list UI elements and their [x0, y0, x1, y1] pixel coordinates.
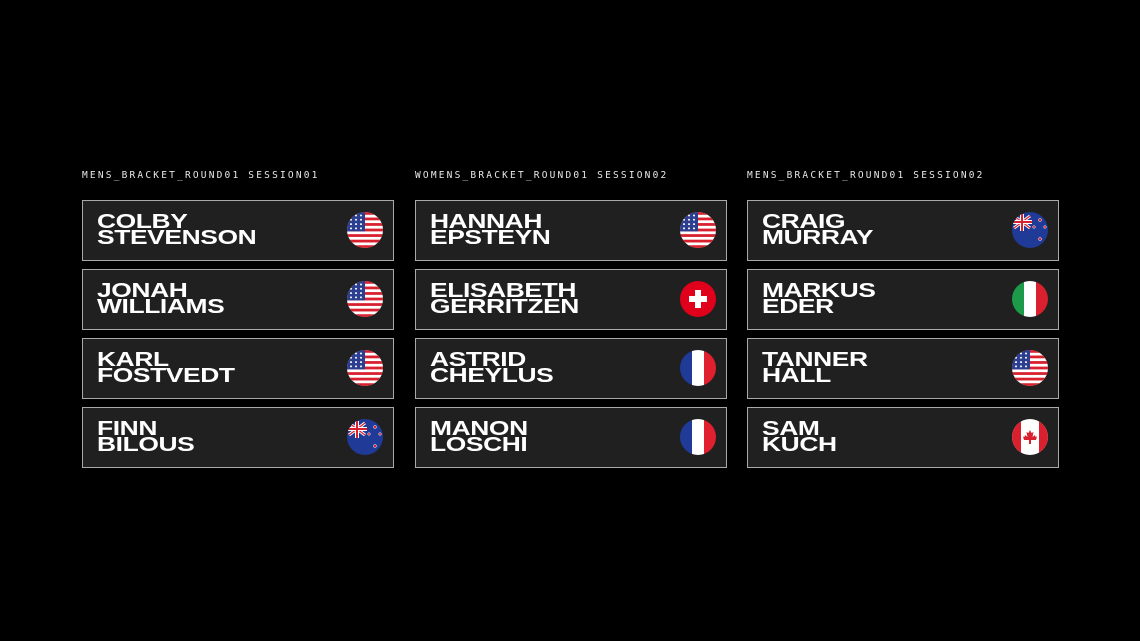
athlete-first-name: Colby	[97, 211, 188, 233]
athlete-card[interactable]: Sam Kuch	[747, 407, 1059, 468]
bracket-column: MENS_BRACKET_ROUND01 SESSION01 Colby Ste…	[82, 170, 394, 476]
athlete-card[interactable]: Tanner Hall	[747, 338, 1059, 399]
athlete-first-name: Tanner	[762, 349, 868, 371]
athlete-name: Tanner Hall	[762, 349, 868, 387]
athlete-last-name: Gerritzen	[430, 296, 579, 318]
athlete-name: Elisabeth Gerritzen	[430, 280, 579, 318]
athlete-card[interactable]: Astrid Cheylus	[415, 338, 727, 399]
athlete-last-name: Cheylus	[430, 365, 554, 387]
athlete-last-name: Murray	[762, 227, 874, 249]
athlete-last-name: Williams	[97, 296, 225, 318]
athlete-first-name: Karl	[97, 349, 169, 371]
italy-flag-icon	[1012, 281, 1048, 317]
athlete-name: Astrid Cheylus	[430, 349, 554, 387]
athlete-card[interactable]: Finn Bilous	[82, 407, 394, 468]
athlete-first-name: Astrid	[430, 349, 526, 371]
us-flag-icon	[347, 281, 383, 317]
athlete-name: Craig Murray	[762, 211, 874, 249]
athlete-name: Markus Eder	[762, 280, 876, 318]
athlete-last-name: Loschi	[430, 434, 528, 456]
athlete-name: Hannah Epsteyn	[430, 211, 551, 249]
athlete-card[interactable]: Elisabeth Gerritzen	[415, 269, 727, 330]
athlete-card[interactable]: Karl Fostvedt	[82, 338, 394, 399]
bracket-label: WOMENS_BRACKET_ROUND01 SESSION02	[415, 170, 669, 181]
athlete-card[interactable]: Hannah Epsteyn	[415, 200, 727, 261]
bracket-column: MENS_BRACKET_ROUND01 SESSION02 Craig Mur…	[747, 170, 1059, 476]
athlete-first-name: Finn	[97, 418, 158, 440]
athlete-card[interactable]: Markus Eder	[747, 269, 1059, 330]
new-zealand-flag-icon	[347, 419, 383, 455]
athlete-first-name: Jonah	[97, 280, 188, 302]
athlete-first-name: Manon	[430, 418, 528, 440]
canada-flag-icon	[1012, 419, 1048, 455]
bracket-label: MENS_BRACKET_ROUND01 SESSION02	[747, 170, 985, 181]
athlete-first-name: Sam	[762, 418, 820, 440]
athlete-name: Karl Fostvedt	[97, 349, 235, 387]
france-flag-icon	[680, 350, 716, 386]
athlete-name: Finn Bilous	[97, 418, 195, 456]
athlete-first-name: Hannah	[430, 211, 543, 233]
athlete-last-name: Kuch	[762, 434, 837, 456]
athlete-last-name: Eder	[762, 296, 834, 318]
athlete-card[interactable]: Colby Stevenson	[82, 200, 394, 261]
athlete-last-name: Epsteyn	[430, 227, 551, 249]
athlete-first-name: Craig	[762, 211, 846, 233]
us-flag-icon	[347, 350, 383, 386]
athlete-name: Colby Stevenson	[97, 211, 257, 249]
bracket-label: MENS_BRACKET_ROUND01 SESSION01	[82, 170, 320, 181]
athlete-name: Manon Loschi	[430, 418, 528, 456]
us-flag-icon	[680, 212, 716, 248]
us-flag-icon	[347, 212, 383, 248]
athlete-first-name: Markus	[762, 280, 876, 302]
bracket-column: WOMENS_BRACKET_ROUND01 SESSION02 Hannah …	[415, 170, 727, 476]
athlete-last-name: Bilous	[97, 434, 195, 456]
athlete-last-name: Hall	[762, 365, 831, 387]
switzerland-flag-icon	[680, 281, 716, 317]
athlete-last-name: Fostvedt	[97, 365, 235, 387]
france-flag-icon	[680, 419, 716, 455]
us-flag-icon	[1012, 350, 1048, 386]
athlete-name: Jonah Williams	[97, 280, 225, 318]
new-zealand-flag-icon	[1012, 212, 1048, 248]
athlete-name: Sam Kuch	[762, 418, 837, 456]
athlete-last-name: Stevenson	[97, 227, 257, 249]
athlete-first-name: Elisabeth	[430, 280, 577, 302]
athlete-card[interactable]: Manon Loschi	[415, 407, 727, 468]
athlete-card[interactable]: Jonah Williams	[82, 269, 394, 330]
athlete-card[interactable]: Craig Murray	[747, 200, 1059, 261]
